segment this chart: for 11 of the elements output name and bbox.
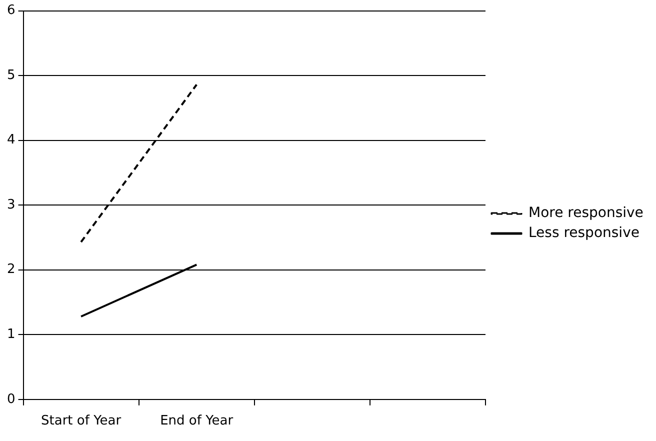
legend-label: Less responsive	[528, 225, 640, 242]
y-tick-label: 4	[6, 132, 16, 148]
y-tick-label: 2	[6, 262, 16, 278]
y-tick-label: 0	[6, 392, 16, 407]
y-tick-label: 5	[6, 68, 16, 83]
y-tick-label: 1	[6, 327, 16, 342]
y-tick-label: 6	[6, 3, 16, 18]
x-tick-label: Start of Year	[41, 414, 122, 429]
legend-label: More responsive	[528, 205, 644, 222]
y-tick-label: 3	[6, 197, 16, 212]
x-tick-label: End of Year	[160, 414, 234, 429]
